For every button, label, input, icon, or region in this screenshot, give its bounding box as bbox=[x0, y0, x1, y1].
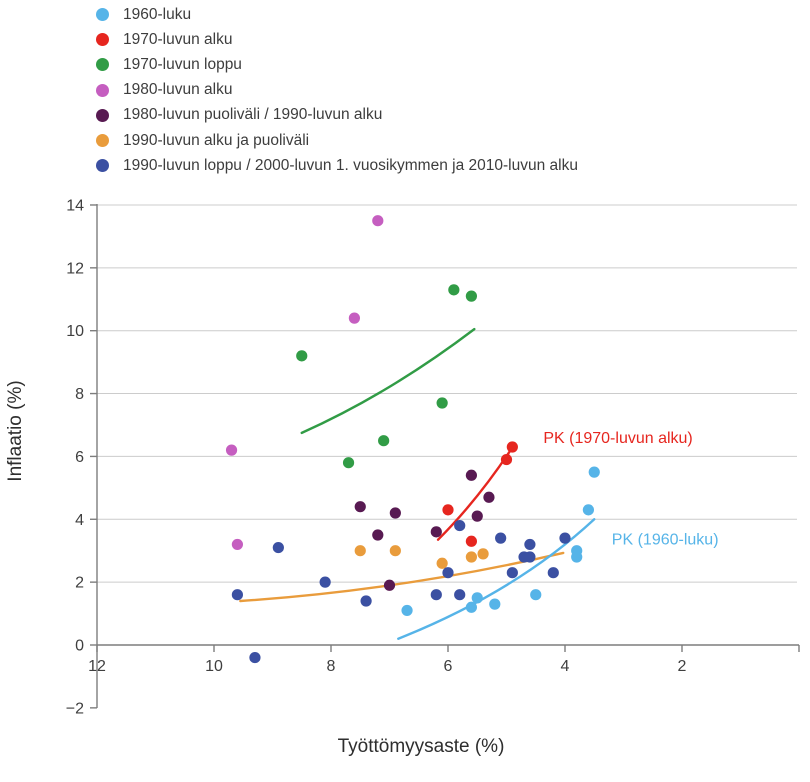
data-point-series-2 bbox=[296, 350, 308, 362]
data-point-series-1 bbox=[506, 441, 518, 453]
data-point-series-4 bbox=[483, 491, 495, 503]
legend-item-1: 1970-luvun alku bbox=[96, 27, 578, 52]
data-point-series-0 bbox=[401, 604, 413, 617]
legend-label: 1970-luvun alku bbox=[123, 30, 233, 48]
data-point-series-5 bbox=[389, 545, 401, 557]
data-point-series-6 bbox=[319, 576, 331, 588]
data-point-series-6 bbox=[495, 532, 507, 544]
trend-line-1 bbox=[436, 448, 512, 541]
data-point-series-6 bbox=[272, 541, 284, 554]
data-point-series-1 bbox=[442, 504, 454, 516]
data-point-series-4 bbox=[471, 510, 483, 522]
data-point-series-0 bbox=[530, 589, 542, 601]
data-point-series-6 bbox=[249, 651, 261, 664]
legend-label: 1980-luvun alku bbox=[123, 81, 233, 99]
data-point-series-6 bbox=[454, 519, 466, 532]
data-point-series-6 bbox=[442, 567, 454, 579]
x-tick-label: 2 bbox=[678, 658, 687, 675]
data-point-series-0 bbox=[571, 545, 583, 557]
data-point-series-6 bbox=[231, 589, 243, 601]
trend-line-label: PK (1960-luku) bbox=[612, 531, 719, 548]
data-point-series-4 bbox=[465, 469, 477, 481]
y-tick-label: 8 bbox=[75, 386, 84, 403]
data-point-series-5 bbox=[436, 557, 448, 569]
data-point-series-4 bbox=[383, 579, 396, 591]
data-point-series-4 bbox=[389, 507, 401, 519]
y-tick-label: −2 bbox=[66, 700, 84, 717]
data-point-series-6 bbox=[559, 532, 571, 544]
data-point-series-0 bbox=[582, 504, 595, 516]
legend-swatch-icon bbox=[96, 159, 109, 173]
data-point-series-0 bbox=[588, 466, 600, 478]
legend-label: 1960-luku bbox=[123, 5, 192, 23]
data-point-series-3 bbox=[348, 312, 360, 324]
y-tick-label: 2 bbox=[75, 575, 84, 592]
x-tick-label: 6 bbox=[444, 658, 453, 675]
data-point-series-6 bbox=[506, 567, 518, 579]
legend-swatch-icon bbox=[96, 108, 109, 122]
data-point-series-6 bbox=[430, 589, 442, 601]
data-point-series-2 bbox=[342, 457, 355, 469]
legend-swatch-icon bbox=[96, 33, 109, 47]
data-point-series-2 bbox=[436, 397, 448, 409]
data-point-series-6 bbox=[547, 567, 559, 579]
chart-legend: 1960-luku 1970-luvun alku 1970-luvun loppu… bbox=[96, 2, 578, 178]
legend-item-2: 1970-luvun loppu bbox=[96, 52, 578, 77]
legend-item-4: 1980-luvun puoliväli / 1990-luvun alku bbox=[96, 103, 578, 128]
data-point-series-6 bbox=[360, 595, 372, 607]
data-point-series-3 bbox=[231, 538, 243, 551]
legend-swatch-icon bbox=[96, 83, 109, 97]
data-point-series-2 bbox=[448, 284, 460, 296]
x-tick-label: 10 bbox=[205, 658, 223, 675]
data-point-series-0 bbox=[471, 592, 483, 604]
data-point-series-5 bbox=[354, 545, 366, 557]
legend-item-3: 1980-luvun alku bbox=[96, 78, 578, 103]
trend-line-0 bbox=[300, 327, 476, 435]
data-point-series-1 bbox=[500, 453, 513, 466]
x-tick-label: 12 bbox=[88, 658, 106, 675]
data-point-series-6 bbox=[524, 551, 536, 563]
data-point-series-2 bbox=[465, 290, 477, 302]
data-point-series-0 bbox=[489, 598, 501, 610]
legend-item-5: 1990-luvun alku ja puoliväli bbox=[96, 128, 578, 153]
x-axis-title: Työttömyysaste (%) bbox=[338, 736, 505, 757]
data-point-series-6 bbox=[454, 589, 466, 601]
data-point-series-3 bbox=[225, 444, 238, 456]
data-point-series-5 bbox=[477, 548, 489, 560]
legend-label: 1990-luvun loppu / 2000-luvun 1. vuosiky… bbox=[123, 156, 578, 174]
data-point-series-5 bbox=[465, 551, 477, 563]
data-point-series-4 bbox=[430, 526, 442, 538]
legend-swatch-icon bbox=[96, 8, 109, 22]
legend-swatch-icon bbox=[96, 58, 109, 72]
trend-line-3 bbox=[397, 518, 596, 640]
data-point-series-4 bbox=[354, 501, 366, 513]
x-tick-label: 4 bbox=[561, 658, 570, 675]
legend-swatch-icon bbox=[96, 134, 109, 148]
x-tick-label: 8 bbox=[327, 658, 336, 675]
legend-label: 1980-luvun puoliväli / 1990-luvun alku bbox=[123, 106, 383, 124]
y-tick-label: 6 bbox=[75, 449, 84, 466]
y-axis-title: Inflaatio (%) bbox=[5, 380, 26, 481]
legend-item-6: 1990-luvun loppu / 2000-luvun 1. vuosiky… bbox=[96, 153, 578, 178]
y-tick-label: 14 bbox=[66, 197, 84, 214]
y-tick-label: 0 bbox=[75, 638, 84, 655]
data-point-series-3 bbox=[372, 215, 384, 227]
y-tick-label: 12 bbox=[66, 260, 84, 277]
y-tick-label: 10 bbox=[66, 323, 84, 340]
data-point-series-4 bbox=[372, 529, 384, 541]
trend-line-label: PK (1970-luvun alku) bbox=[543, 430, 692, 447]
data-point-series-2 bbox=[378, 435, 390, 447]
data-point-series-0 bbox=[465, 601, 477, 613]
y-tick-label: 4 bbox=[75, 512, 84, 529]
legend-label: 1990-luvun alku ja puoliväli bbox=[123, 131, 310, 149]
legend-label: 1970-luvun loppu bbox=[123, 55, 242, 73]
legend-item-0: 1960-luku bbox=[96, 2, 578, 27]
data-point-series-6 bbox=[524, 538, 536, 551]
trend-line-2 bbox=[239, 551, 565, 603]
data-point-series-1 bbox=[465, 535, 477, 547]
